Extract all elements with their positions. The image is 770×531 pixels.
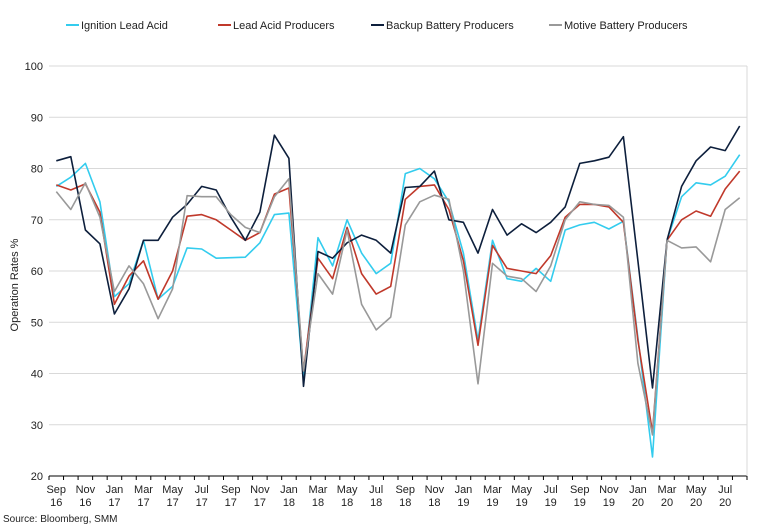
legend-label: Backup Battery Producers (386, 20, 514, 32)
x-tick-label: Nov (76, 484, 96, 496)
y-tick-label: 30 (31, 420, 43, 432)
legend-label: Ignition Lead Acid (81, 20, 168, 32)
legend-label: Lead Acid Producers (233, 20, 335, 32)
y-tick-label: 50 (31, 317, 43, 329)
x-tick-label-year: 18 (428, 497, 440, 509)
x-tick-label: Sep (570, 484, 590, 496)
x-tick-label-year: 16 (50, 497, 62, 509)
series-line (55, 178, 741, 436)
y-tick-label: 80 (31, 164, 43, 176)
x-tick-label: Jul (369, 484, 383, 496)
x-tick-label: Jan (629, 484, 647, 496)
x-tick-label: Jan (455, 484, 473, 496)
x-tick-label: Nov (250, 484, 270, 496)
series-lines (55, 125, 741, 458)
x-tick-label-year: 20 (661, 497, 673, 509)
x-tick-label-year: 18 (283, 497, 295, 509)
x-tick-label-year: 19 (457, 497, 469, 509)
x-tick-label: Sep (221, 484, 241, 496)
x-tick-label-year: 17 (137, 497, 149, 509)
x-tick-label: Jan (280, 484, 298, 496)
y-tick-label: 90 (31, 112, 43, 124)
y-tick-label: 60 (31, 266, 43, 278)
x-tick-label-year: 18 (341, 497, 353, 509)
x-tick-label: Jan (106, 484, 124, 496)
x-tick-label-year: 17 (254, 497, 266, 509)
x-tick-label: May (686, 484, 707, 496)
x-tick-label: Nov (425, 484, 445, 496)
x-tick-label: Sep (395, 484, 415, 496)
y-axis-ticks: 20 30 40 50 60 70 80 90 100 (25, 61, 43, 483)
y-tick-label: 40 (31, 369, 43, 381)
y-tick-label: 70 (31, 215, 43, 227)
x-tick-label-year: 18 (312, 497, 324, 509)
x-tick-label-year: 19 (574, 497, 586, 509)
y-tick-label: 20 (31, 471, 43, 483)
x-tick-label-year: 19 (515, 497, 527, 509)
x-tick-label-year: 20 (632, 497, 644, 509)
series-line (55, 154, 741, 458)
x-tick-label: May (162, 484, 183, 496)
x-tick-label-year: 20 (719, 497, 731, 509)
x-tick-label-year: 16 (79, 497, 91, 509)
x-tick-label-year: 19 (486, 497, 498, 509)
x-tick-label: Mar (309, 484, 328, 496)
legend-label: Motive Battery Producers (564, 20, 688, 32)
chart-legend: Ignition Lead Acid Lead Acid Producers Bac… (66, 20, 688, 32)
x-tick-label: Mar (658, 484, 677, 496)
series-line (56, 170, 741, 434)
x-tick-label: Jul (195, 484, 209, 496)
x-tick-label: May (511, 484, 532, 496)
x-tick-label: Mar (483, 484, 502, 496)
series-line (56, 125, 741, 389)
x-tick-label: Mar (134, 484, 153, 496)
x-tick-label: Jul (544, 484, 558, 496)
x-tick-label-year: 17 (225, 497, 237, 509)
x-tick-label-year: 20 (690, 497, 702, 509)
x-tick-label-year: 18 (370, 497, 382, 509)
x-tick-label-year: 17 (166, 497, 178, 509)
x-tick-label-year: 18 (399, 497, 411, 509)
x-tick-label: Sep (46, 484, 66, 496)
source-note: Source: Bloomberg, SMM (3, 514, 118, 525)
x-tick-label: Jul (718, 484, 732, 496)
x-tick-label-year: 17 (196, 497, 208, 509)
y-axis-title: Operation Rates % (9, 238, 21, 331)
x-tick-label-year: 19 (603, 497, 615, 509)
x-tick-label-year: 19 (545, 497, 557, 509)
x-axis-ticks: Sep16Nov16Jan17Mar17May17Jul17Sep17Nov17… (46, 476, 748, 509)
y-tick-label: 100 (25, 61, 43, 73)
x-tick-label-year: 17 (108, 497, 120, 509)
x-tick-label: May (337, 484, 358, 496)
x-tick-label: Nov (599, 484, 619, 496)
